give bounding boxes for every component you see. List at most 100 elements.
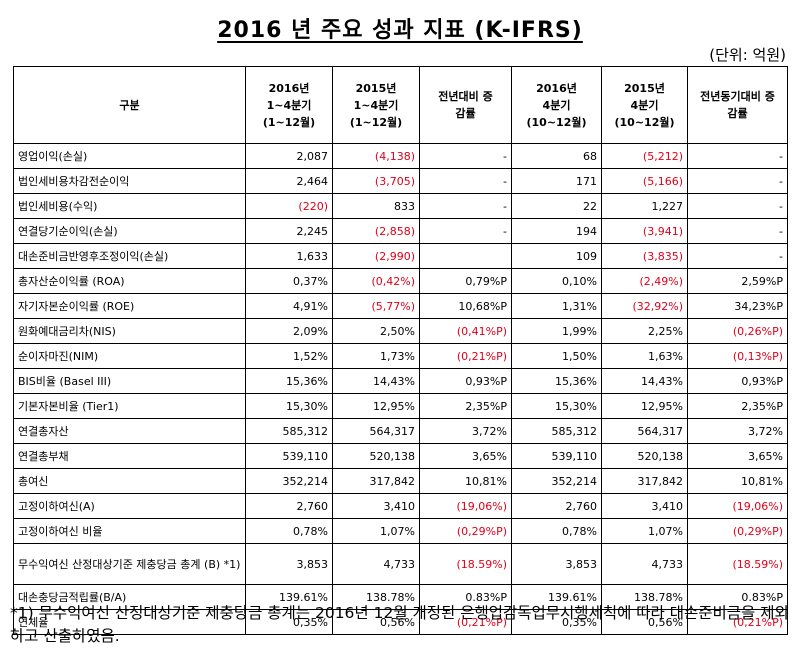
table-cell: (0,29%P) bbox=[687, 518, 788, 544]
table-row: 대손충당금적립률(B/A) 139.61% 138.78% 0.83%P 139.61%… bbox=[13, 584, 788, 610]
table-cell: 2,35%P bbox=[419, 393, 512, 419]
row-label: 연결총자산 bbox=[13, 418, 246, 444]
table-cell: (5,212) bbox=[601, 143, 688, 169]
table-cell: 0,79%P bbox=[419, 268, 512, 294]
row-label: 연체율 bbox=[13, 609, 246, 635]
table-cell: 2,09% bbox=[245, 318, 333, 344]
table-cell: 0,78% bbox=[511, 518, 602, 544]
table-row: 대손준비금반영후조정이익(손실) 1,633 (2,990) 109 (3,835) - bbox=[13, 243, 788, 269]
table-cell: (0,29%P) bbox=[419, 518, 512, 544]
table-cell: 4,91% bbox=[245, 293, 333, 319]
table-cell: 68 bbox=[511, 143, 602, 169]
table-row: 법인세비용차감전순이익 2,464 (3,705) -171 (5,166) - bbox=[13, 168, 788, 194]
table-cell: 0,35% bbox=[245, 609, 333, 635]
table-cell: 0,10% bbox=[511, 268, 602, 294]
table-cell: 3,72% bbox=[419, 418, 512, 444]
table-row: 고정이하여신 비율 0,78% 1,07% (0,29%P) 0,78% 1,07% (0,… bbox=[13, 518, 788, 544]
row-label: 총자산순이익률 (ROA) bbox=[13, 268, 246, 294]
table-cell: 0,56% bbox=[601, 609, 688, 635]
table-cell: 4,733 bbox=[601, 543, 688, 585]
table-cell: 2,464 bbox=[245, 168, 333, 194]
row-label: 대손준비금반영후조정이익(손실) bbox=[13, 243, 246, 269]
table-cell: 1,07% bbox=[601, 518, 688, 544]
table-cell: 2,760 bbox=[511, 493, 602, 519]
row-label: 무수익여신 산정대상기준 제충당금 총계 (B) *1) bbox=[13, 543, 246, 585]
table-cell: 12,95% bbox=[601, 393, 688, 419]
table-cell: 22 bbox=[511, 193, 602, 219]
header-2015-q4: 2015년 4분기 (10~12월) bbox=[601, 66, 688, 144]
table-cell: (19,06%) bbox=[687, 493, 788, 519]
table-row: 연결당기순이익(손실) 2,245 (2,858) -194 (3,941) - bbox=[13, 218, 788, 244]
table-cell: 0,35% bbox=[511, 609, 602, 635]
row-label: 대손충당금적립률(B/A) bbox=[13, 584, 246, 610]
table-cell: (0,21%P) bbox=[419, 343, 512, 369]
table-cell: 2,59%P bbox=[687, 268, 788, 294]
table-cell: (3,705) bbox=[332, 168, 420, 194]
row-label: 법인세비용차감전순이익 bbox=[13, 168, 246, 194]
table-row: 무수익여신 산정대상기준 제충당금 총계 (B) *1) 3,853 4,733 (1… bbox=[13, 543, 788, 585]
table-cell: (5,77%) bbox=[332, 293, 420, 319]
table-cell: 15,30% bbox=[245, 393, 333, 419]
table-cell: 0,56% bbox=[332, 609, 420, 635]
table-row: 고정이하여신(A) 2,760 3,410 (19,06%) 2,760 3,410 (19… bbox=[13, 493, 788, 519]
table-cell: - bbox=[687, 218, 788, 244]
row-label: 총여신 bbox=[13, 468, 246, 494]
header-2016-q4: 2016년 4분기 (10~12월) bbox=[511, 66, 602, 144]
table-row: BIS비율 (Basel III) 15,36% 14,43% 0,93%P 15,36… bbox=[13, 368, 788, 394]
table-cell: 2,50% bbox=[332, 318, 420, 344]
table-cell: 3,410 bbox=[601, 493, 688, 519]
table-cell: (19,06%) bbox=[419, 493, 512, 519]
row-label: 고정이하여신(A) bbox=[13, 493, 246, 519]
table-cell: 1,52% bbox=[245, 343, 333, 369]
table-cell: 109 bbox=[511, 243, 602, 269]
table-cell: 352,214 bbox=[511, 468, 602, 494]
table-cell: 317,842 bbox=[601, 468, 688, 494]
table-cell: 3,65% bbox=[687, 443, 788, 469]
table-cell: 317,842 bbox=[332, 468, 420, 494]
table-cell: 4,733 bbox=[332, 543, 420, 585]
table-cell: 3,853 bbox=[511, 543, 602, 585]
table-cell: 352,214 bbox=[245, 468, 333, 494]
table-cell: 1,07% bbox=[332, 518, 420, 544]
table-cell: 14,43% bbox=[601, 368, 688, 394]
table-cell: (0,21%P) bbox=[419, 609, 512, 635]
table-row: 연체율 0,35% 0,56% (0,21%P) 0,35% 0,56% (0,21%P) bbox=[13, 609, 788, 635]
table-cell: 833 bbox=[332, 193, 420, 219]
table-cell: 10,81% bbox=[419, 468, 512, 494]
table-cell: 2,35%P bbox=[687, 393, 788, 419]
table-row: 순이자마진(NIM) 1,52% 1,73% (0,21%P) 1,50% 1,63% (0… bbox=[13, 343, 788, 369]
row-label: 기본자본비율 (Tier1) bbox=[13, 393, 246, 419]
table-cell: - bbox=[419, 168, 512, 194]
table-cell: 539,110 bbox=[511, 443, 602, 469]
row-label: 법인세비용(수익) bbox=[13, 193, 246, 219]
table-cell: 539,110 bbox=[245, 443, 333, 469]
table-cell: - bbox=[419, 218, 512, 244]
table-cell: 14,43% bbox=[332, 368, 420, 394]
table-cell: 3,410 bbox=[332, 493, 420, 519]
unit-label: (단위: 억원) bbox=[709, 46, 786, 64]
row-label: 순이자마진(NIM) bbox=[13, 343, 246, 369]
header-yoy-change: 전년대비 증 감률 bbox=[419, 66, 512, 144]
header-2015-annual: 2015년 1~4분기 (1~12월) bbox=[332, 66, 420, 144]
table-row: 총자산순이익률 (ROA) 0,37% (0,42%) 0,79%P 0,10% (2,4… bbox=[13, 268, 788, 294]
table-cell: 520,138 bbox=[601, 443, 688, 469]
table-cell: 3,853 bbox=[245, 543, 333, 585]
header-qoq-change: 전년동기대비 증 감률 bbox=[687, 66, 788, 144]
table-row: 원화예대금리차(NIS) 2,09% 2,50% (0,41%P) 1,99% 2,25%… bbox=[13, 318, 788, 344]
table-row: 연결총자산 585,312 564,317 3,72% 585,312 564,317 3,… bbox=[13, 418, 788, 444]
table-cell: (0,41%P) bbox=[419, 318, 512, 344]
table-cell: 3,65% bbox=[419, 443, 512, 469]
row-label: 고정이하여신 비율 bbox=[13, 518, 246, 544]
table-cell: 3,72% bbox=[687, 418, 788, 444]
table-cell: (0,26%P) bbox=[687, 318, 788, 344]
table-cell: 15,30% bbox=[511, 393, 602, 419]
table-cell: - bbox=[419, 193, 512, 219]
table-cell: 1,63% bbox=[601, 343, 688, 369]
table-cell: 0,93%P bbox=[687, 368, 788, 394]
table-cell: (3,835) bbox=[601, 243, 688, 269]
table-cell: 585,312 bbox=[245, 418, 333, 444]
table-header: 구분 2016년 1~4분기 (1~12월) 2015년 1~4분기 (1~12월) 전… bbox=[13, 66, 788, 144]
table-row: 총여신 352,214 317,842 10,81% 352,214 317,842 10,… bbox=[13, 468, 788, 494]
table-cell: 0,78% bbox=[245, 518, 333, 544]
table-cell: (2,858) bbox=[332, 218, 420, 244]
